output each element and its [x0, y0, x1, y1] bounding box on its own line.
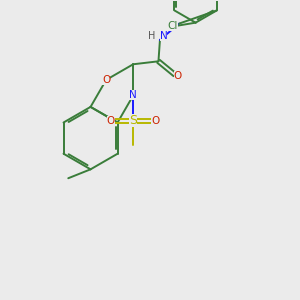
Text: O: O [152, 116, 160, 126]
Text: N: N [160, 31, 167, 41]
Text: O: O [107, 116, 115, 126]
Text: O: O [174, 71, 182, 81]
Text: H: H [148, 31, 155, 41]
Text: O: O [102, 75, 110, 85]
Text: N: N [129, 91, 137, 100]
Text: Cl: Cl [167, 21, 178, 31]
Text: S: S [129, 114, 137, 127]
